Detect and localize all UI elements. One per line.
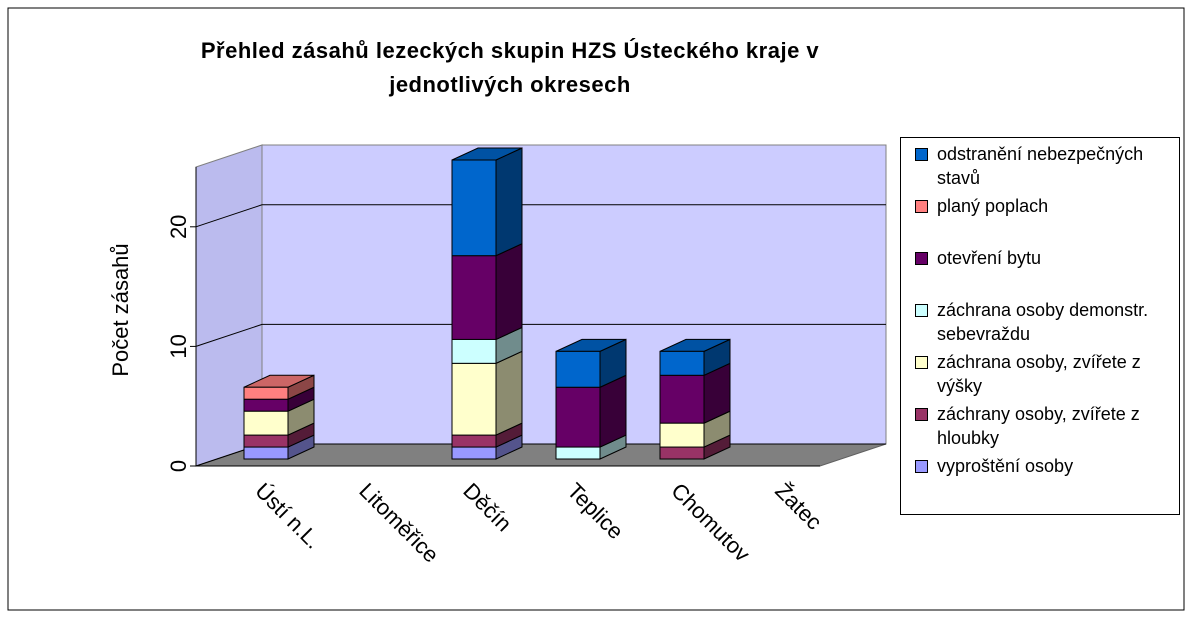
x-tick-label: Chomutov bbox=[666, 478, 755, 567]
legend-swatch bbox=[915, 200, 928, 213]
legend-label: planý poplach bbox=[937, 196, 1049, 216]
legend-label: vyproštění osoby bbox=[937, 456, 1074, 476]
bar bbox=[555, 350, 601, 388]
bar bbox=[555, 446, 601, 460]
bar bbox=[243, 434, 289, 448]
legend-item: záchrana osoby, zvířete z výšky bbox=[901, 350, 1179, 402]
legend-item: vyproštění osoby bbox=[901, 454, 1179, 506]
bar bbox=[659, 374, 705, 424]
y-tick-label: 20 bbox=[166, 215, 191, 239]
bar bbox=[659, 446, 705, 460]
legend-item: záchrany osoby, zvířete z hloubky bbox=[901, 402, 1179, 454]
x-tick-label: Litoměřice bbox=[354, 478, 443, 567]
legend-label: otevření bytu bbox=[937, 248, 1042, 268]
chart-title: Přehled zásahů lezeckých skupin HZS Úste… bbox=[200, 38, 820, 97]
bar bbox=[451, 434, 497, 448]
bar bbox=[243, 398, 289, 412]
bar bbox=[451, 362, 497, 436]
plot: 0 10 20 Ústí n.L. Litoměřice Děčín Teplice Chom… bbox=[166, 144, 887, 567]
bar bbox=[243, 386, 289, 400]
bar bbox=[451, 446, 497, 460]
x-tick-label: Děčín bbox=[458, 478, 516, 536]
legend-swatch bbox=[915, 148, 928, 161]
y-axis-label: Počet zásahů bbox=[108, 243, 133, 376]
bar-side bbox=[495, 350, 523, 436]
legend-label: odstranění nebezpečných stavů bbox=[937, 144, 1144, 188]
bar bbox=[243, 446, 289, 460]
legend-label: záchrany osoby, zvířete z hloubky bbox=[937, 404, 1140, 448]
grid-line bbox=[195, 204, 886, 228]
y-tick-label: 10 bbox=[166, 334, 191, 358]
legend-item: planý poplach bbox=[901, 194, 1179, 246]
chart-border bbox=[7, 7, 1185, 611]
x-tick-label: Ústí n.L. bbox=[250, 478, 326, 554]
legend: odstranění nebezpečných stavů planý popla… bbox=[900, 137, 1180, 515]
legend-item: záchrana osoby demonstr. sebevraždu bbox=[901, 298, 1179, 350]
x-tick-label: Žatec bbox=[770, 478, 827, 535]
bar bbox=[451, 159, 497, 257]
bar-side bbox=[495, 147, 523, 257]
legend-label: záchrana osoby demonstr. sebevraždu bbox=[937, 300, 1149, 344]
legend-swatch bbox=[915, 356, 928, 369]
legend-swatch bbox=[915, 304, 928, 317]
bar-side bbox=[495, 242, 523, 341]
bar bbox=[451, 338, 497, 364]
grid-line bbox=[195, 323, 886, 347]
legend-item: odstranění nebezpečných stavů bbox=[901, 142, 1179, 194]
bar-side bbox=[599, 374, 627, 448]
bar bbox=[451, 255, 497, 340]
legend-swatch bbox=[915, 252, 928, 265]
bar bbox=[555, 386, 601, 448]
bar bbox=[243, 410, 289, 436]
legend-swatch bbox=[915, 460, 928, 473]
legend-label: záchrana osoby, zvířete z výšky bbox=[937, 352, 1141, 396]
x-tick-label: Teplice bbox=[562, 478, 628, 544]
legend-swatch bbox=[915, 408, 928, 421]
bar bbox=[659, 350, 705, 376]
y-tick-label: 0 bbox=[166, 460, 191, 472]
legend-item: otevření bytu bbox=[901, 246, 1179, 298]
bar bbox=[659, 422, 705, 448]
